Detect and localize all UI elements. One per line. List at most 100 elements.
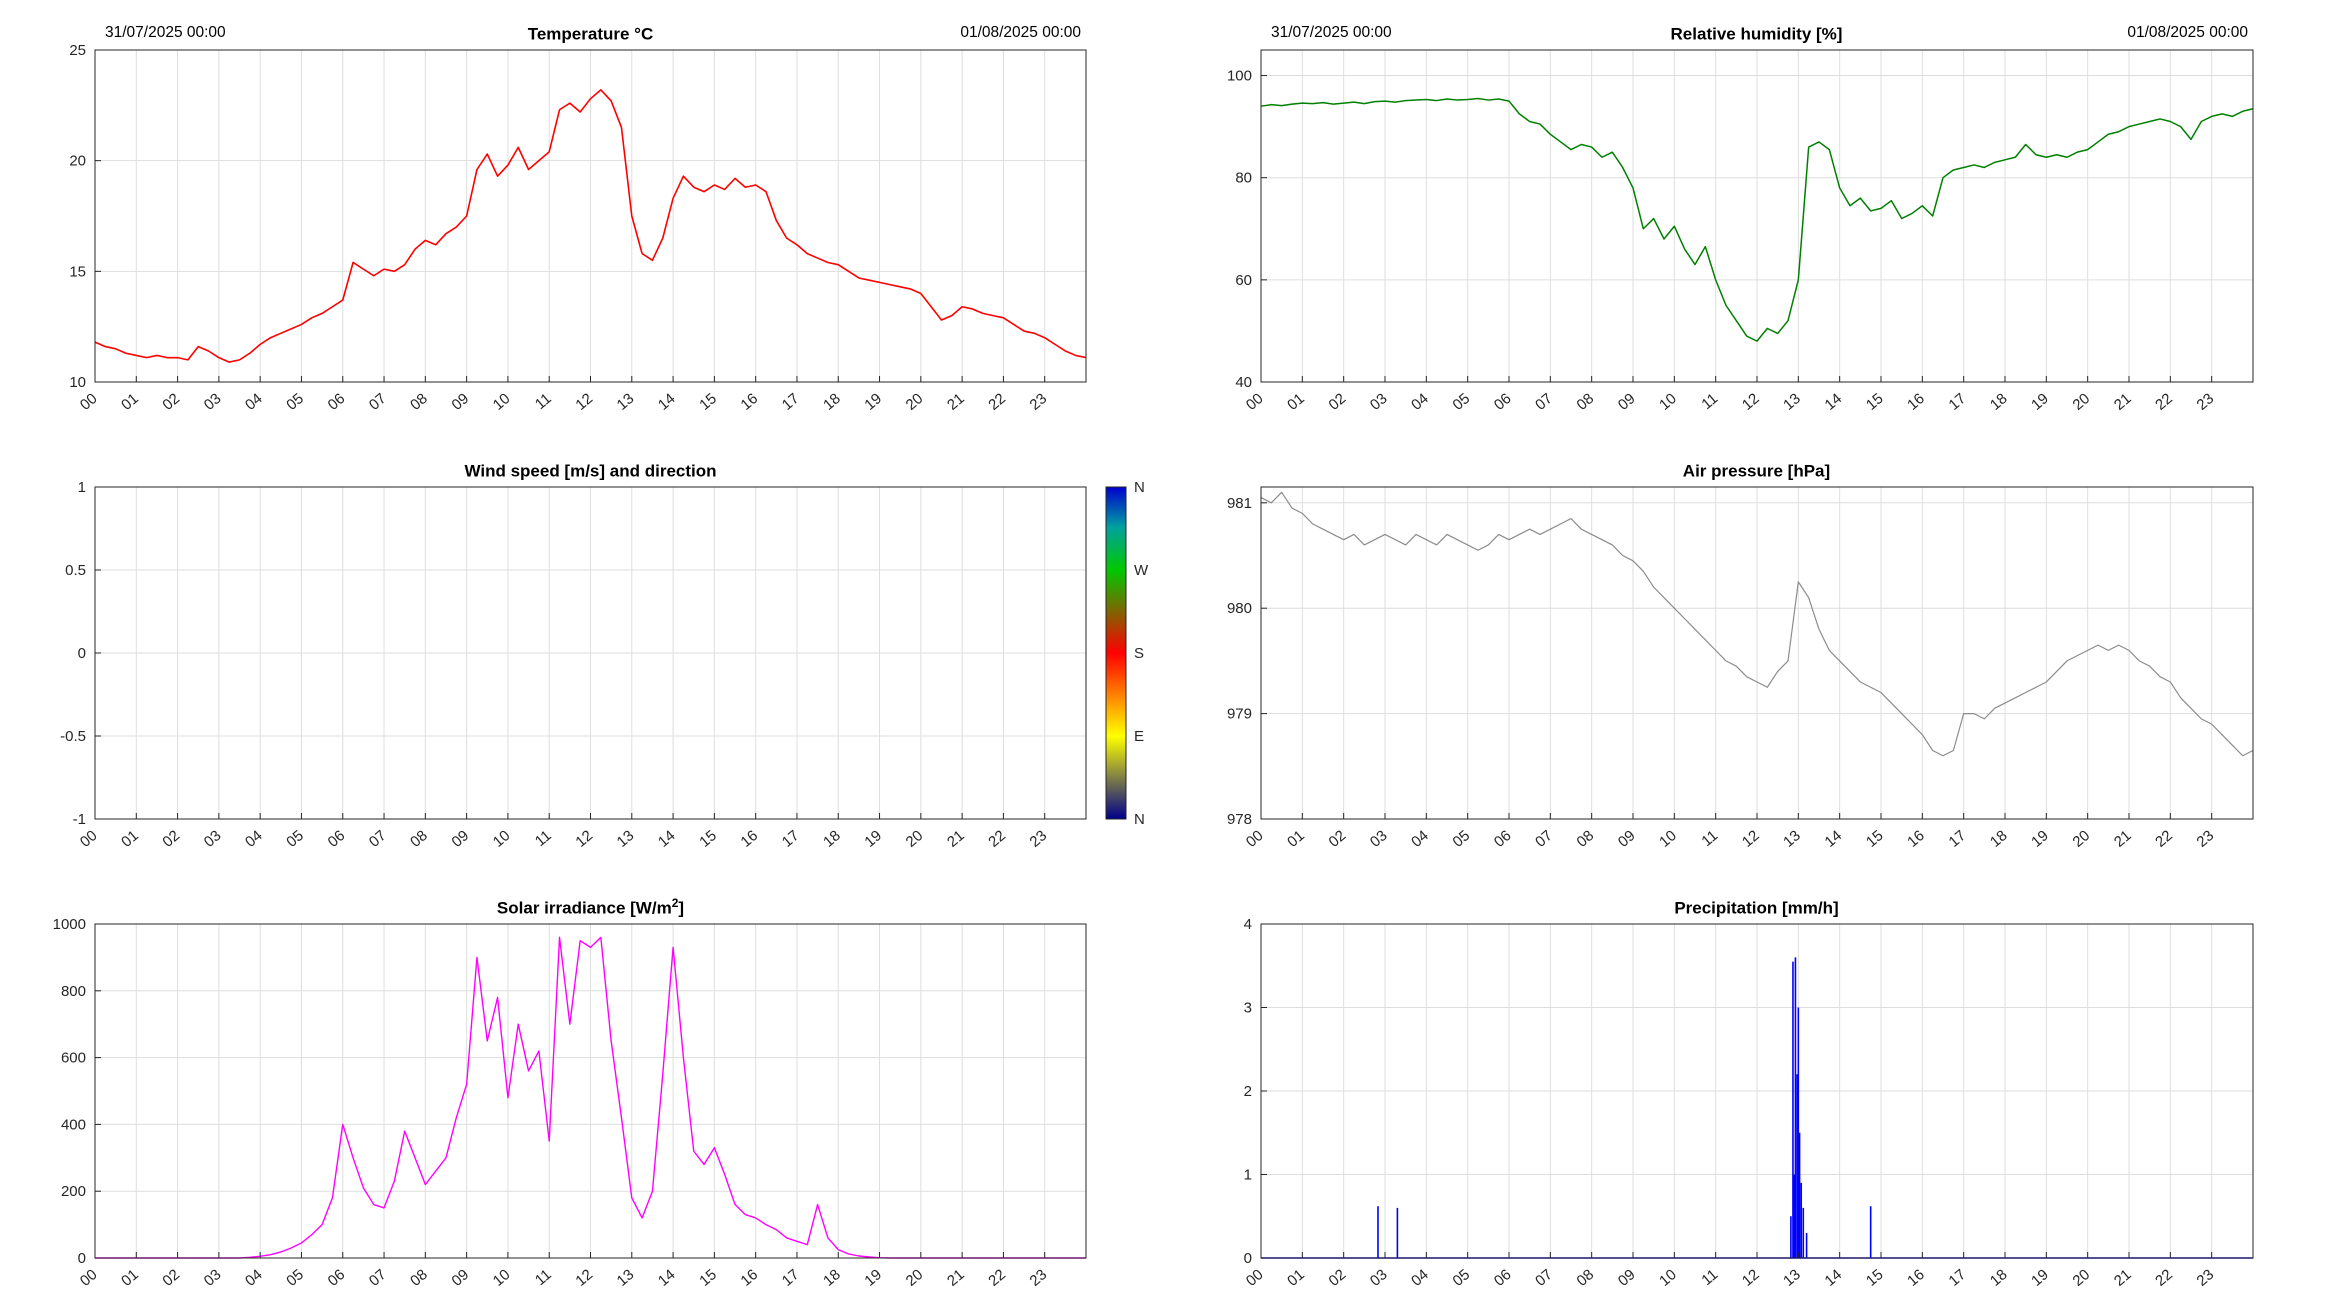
pressure-title: Air pressure [hPa] xyxy=(1682,461,1831,481)
svg-text:0: 0 xyxy=(78,1250,86,1267)
svg-text:08: 08 xyxy=(407,827,431,851)
svg-text:17: 17 xyxy=(1946,390,1970,414)
svg-text:15: 15 xyxy=(696,827,720,851)
svg-text:17: 17 xyxy=(779,827,803,851)
svg-text:01: 01 xyxy=(118,827,142,851)
svg-text:12: 12 xyxy=(1739,390,1763,414)
temperature-plot: 00 01 02 03 04 05 06 07 08 09 10 11 12 13 14 15 16 17 18 19… xyxy=(69,42,1087,414)
svg-text:00: 00 xyxy=(77,390,101,414)
svg-text:00: 00 xyxy=(77,827,101,851)
svg-text:18: 18 xyxy=(820,827,844,851)
svg-text:18: 18 xyxy=(820,1266,844,1290)
svg-text:14: 14 xyxy=(1822,827,1846,851)
svg-text:22: 22 xyxy=(2152,827,2176,851)
svg-text:15: 15 xyxy=(1863,390,1887,414)
precipitation-panel: Precipitation [mm/h] 00 01 02 03 04 05 06 07 08 0… xyxy=(1166,874,2333,1313)
wind-title: Wind speed [m/s] and direction xyxy=(464,461,717,481)
svg-text:23: 23 xyxy=(2194,1266,2218,1290)
svg-text:12: 12 xyxy=(572,1266,596,1290)
svg-text:25: 25 xyxy=(69,42,86,59)
svg-text:03: 03 xyxy=(201,390,225,414)
svg-text:1: 1 xyxy=(78,479,86,496)
pressure-plot: 00 01 02 03 04 05 06 07 08 09 10 11 12 13 14 15 16 17 18 19… xyxy=(1227,486,2254,851)
svg-text:100: 100 xyxy=(1227,68,1252,85)
svg-text:978: 978 xyxy=(1227,811,1252,828)
svg-text:20: 20 xyxy=(2070,827,2094,851)
svg-text:16: 16 xyxy=(738,390,762,414)
svg-text:3: 3 xyxy=(1244,1000,1252,1017)
svg-text:06: 06 xyxy=(1491,827,1515,851)
svg-text:20: 20 xyxy=(2070,390,2094,414)
svg-text:02: 02 xyxy=(159,1266,183,1290)
svg-text:W: W xyxy=(1134,562,1149,579)
svg-text:09: 09 xyxy=(1615,827,1639,851)
svg-text:15: 15 xyxy=(69,263,86,280)
svg-text:0: 0 xyxy=(1244,1250,1252,1267)
svg-text:03: 03 xyxy=(201,827,225,851)
svg-text:05: 05 xyxy=(283,390,307,414)
svg-text:19: 19 xyxy=(861,827,885,851)
svg-text:05: 05 xyxy=(1450,390,1474,414)
svg-text:13: 13 xyxy=(1780,390,1804,414)
svg-text:13: 13 xyxy=(1780,1266,1804,1290)
svg-text:22: 22 xyxy=(985,1266,1009,1290)
svg-text:02: 02 xyxy=(1326,827,1350,851)
svg-text:800: 800 xyxy=(61,983,86,1000)
svg-text:01: 01 xyxy=(118,390,142,414)
svg-text:21: 21 xyxy=(2111,390,2135,414)
svg-text:07: 07 xyxy=(366,1266,390,1290)
svg-text:23: 23 xyxy=(2194,390,2218,414)
svg-text:10: 10 xyxy=(69,374,86,391)
svg-text:09: 09 xyxy=(1615,390,1639,414)
svg-text:19: 19 xyxy=(2028,390,2052,414)
svg-text:20: 20 xyxy=(903,390,927,414)
svg-text:02: 02 xyxy=(1326,390,1350,414)
svg-text:17: 17 xyxy=(1946,1266,1970,1290)
svg-text:17: 17 xyxy=(1946,827,1970,851)
svg-text:400: 400 xyxy=(61,1116,86,1133)
svg-text:11: 11 xyxy=(1698,390,1721,413)
svg-text:01: 01 xyxy=(118,1266,142,1290)
svg-text:15: 15 xyxy=(1863,827,1887,851)
svg-text:10: 10 xyxy=(490,827,514,851)
humidity-title: Relative humidity [%] xyxy=(1670,24,1843,44)
svg-text:23: 23 xyxy=(2194,827,2218,851)
svg-text:14: 14 xyxy=(655,1266,679,1290)
svg-text:06: 06 xyxy=(325,827,349,851)
svg-text:19: 19 xyxy=(2028,827,2052,851)
svg-text:981: 981 xyxy=(1227,495,1252,512)
svg-text:15: 15 xyxy=(696,390,720,414)
svg-text:21: 21 xyxy=(2111,827,2135,851)
temperature-title: Temperature °C xyxy=(527,24,654,44)
svg-text:14: 14 xyxy=(1822,390,1846,414)
svg-text:4: 4 xyxy=(1244,916,1252,933)
svg-text:11: 11 xyxy=(532,827,555,850)
svg-text:07: 07 xyxy=(1532,827,1556,851)
svg-text:00: 00 xyxy=(1243,827,1267,851)
svg-text:04: 04 xyxy=(242,390,266,414)
svg-text:09: 09 xyxy=(448,390,472,414)
svg-text:23: 23 xyxy=(1027,1266,1051,1290)
date-annotation-left: 31/07/2025 00:00 xyxy=(1271,24,1392,41)
date-annotation-right: 01/08/2025 00:00 xyxy=(960,24,1081,41)
svg-text:12: 12 xyxy=(1739,827,1763,851)
svg-text:22: 22 xyxy=(985,827,1009,851)
svg-text:20: 20 xyxy=(903,827,927,851)
svg-text:07: 07 xyxy=(1532,390,1556,414)
pressure-panel: Air pressure [hPa] 00 01 02 03 04 05 06 07 08 09 1… xyxy=(1166,437,2333,874)
svg-text:0: 0 xyxy=(78,645,86,662)
precipitation-plot: 00 01 02 03 04 05 06 07 08 09 10 11 12 13 14 15 16 17 18 19… xyxy=(1243,916,2254,1290)
svg-text:17: 17 xyxy=(779,1266,803,1290)
svg-text:05: 05 xyxy=(1450,1266,1474,1290)
svg-text:13: 13 xyxy=(614,827,638,851)
svg-text:09: 09 xyxy=(448,827,472,851)
svg-text:03: 03 xyxy=(1367,827,1391,851)
svg-text:05: 05 xyxy=(283,827,307,851)
svg-text:01: 01 xyxy=(1284,827,1308,851)
svg-text:02: 02 xyxy=(1326,1266,1350,1290)
svg-text:20: 20 xyxy=(903,1266,927,1290)
svg-text:06: 06 xyxy=(1491,390,1515,414)
svg-text:06: 06 xyxy=(325,390,349,414)
date-annotation-left: 31/07/2025 00:00 xyxy=(105,24,226,41)
svg-text:07: 07 xyxy=(1532,1266,1556,1290)
